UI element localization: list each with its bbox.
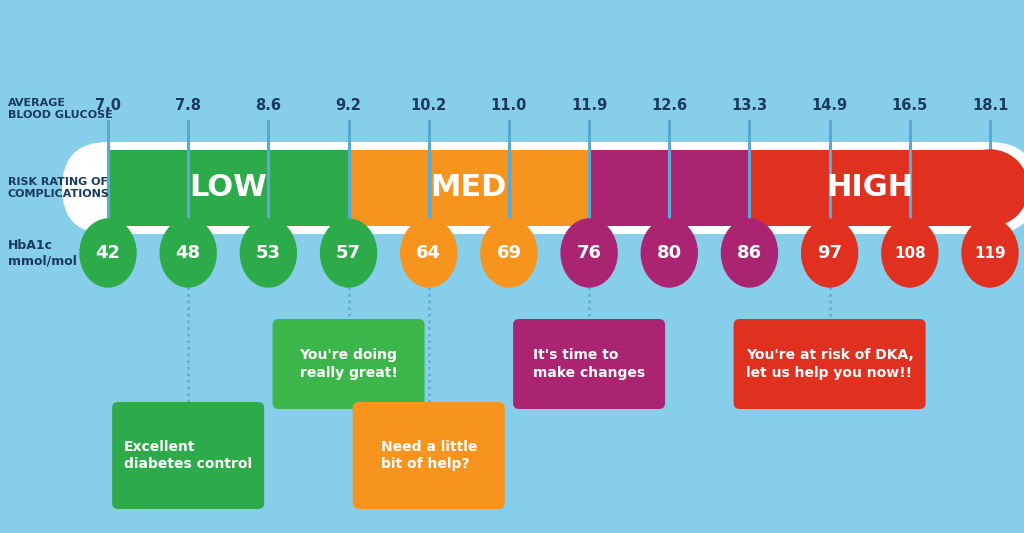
Polygon shape	[340, 320, 357, 403]
Text: 13.3: 13.3	[731, 98, 768, 113]
Text: 76: 76	[577, 244, 601, 262]
FancyBboxPatch shape	[733, 319, 926, 409]
Ellipse shape	[882, 219, 938, 287]
Text: 57: 57	[336, 244, 361, 262]
Text: 16.5: 16.5	[892, 98, 928, 113]
Circle shape	[952, 150, 1024, 226]
Text: 97: 97	[817, 244, 842, 262]
FancyBboxPatch shape	[272, 319, 425, 409]
FancyBboxPatch shape	[589, 150, 750, 226]
Text: AVERAGE
BLOOD GLUCOSE: AVERAGE BLOOD GLUCOSE	[8, 98, 113, 119]
Text: 53: 53	[256, 244, 281, 262]
Text: 18.1: 18.1	[972, 98, 1009, 113]
Ellipse shape	[80, 219, 136, 287]
Ellipse shape	[160, 219, 216, 287]
Text: 9.2: 9.2	[336, 98, 361, 113]
FancyBboxPatch shape	[348, 150, 589, 226]
FancyBboxPatch shape	[750, 150, 990, 226]
Ellipse shape	[400, 219, 457, 287]
Text: You're at risk of DKA,
let us help you now!!: You're at risk of DKA, let us help you n…	[745, 349, 913, 379]
Text: MED: MED	[431, 174, 507, 203]
Polygon shape	[580, 320, 598, 403]
Text: 11.0: 11.0	[490, 98, 527, 113]
Text: 11.9: 11.9	[571, 98, 607, 113]
Text: RISK RATING OF
COMPLICATIONS: RISK RATING OF COMPLICATIONS	[8, 177, 110, 199]
Text: 12.6: 12.6	[651, 98, 687, 113]
Ellipse shape	[481, 219, 537, 287]
Polygon shape	[179, 403, 198, 503]
Text: 69: 69	[497, 244, 521, 262]
Ellipse shape	[962, 219, 1018, 287]
Ellipse shape	[561, 219, 617, 287]
FancyBboxPatch shape	[108, 150, 348, 226]
Text: You're doing
really great!: You're doing really great!	[300, 349, 397, 379]
Text: 14.9: 14.9	[812, 98, 848, 113]
Text: LOW: LOW	[189, 174, 267, 203]
Text: 10.2: 10.2	[411, 98, 446, 113]
FancyBboxPatch shape	[513, 319, 666, 409]
Ellipse shape	[241, 219, 296, 287]
Text: 7.0: 7.0	[95, 98, 121, 113]
Text: 108: 108	[894, 246, 926, 261]
FancyBboxPatch shape	[113, 402, 264, 509]
Text: 8.6: 8.6	[255, 98, 282, 113]
Polygon shape	[420, 403, 437, 503]
Text: 119: 119	[974, 246, 1006, 261]
Ellipse shape	[722, 219, 777, 287]
Ellipse shape	[802, 219, 858, 287]
Text: 86: 86	[737, 244, 762, 262]
Text: It's time to
make changes: It's time to make changes	[534, 349, 645, 379]
Text: Excellent
diabetes control: Excellent diabetes control	[124, 440, 252, 471]
Text: 42: 42	[95, 244, 121, 262]
Text: 7.8: 7.8	[175, 98, 201, 113]
Polygon shape	[820, 320, 839, 403]
Text: HbA1c
mmol/mol: HbA1c mmol/mol	[8, 239, 77, 267]
Text: 80: 80	[656, 244, 682, 262]
Text: Need a little
bit of help?: Need a little bit of help?	[381, 440, 477, 471]
FancyBboxPatch shape	[352, 402, 505, 509]
Text: 48: 48	[176, 244, 201, 262]
Text: 64: 64	[416, 244, 441, 262]
FancyBboxPatch shape	[62, 142, 1024, 234]
Text: HIGH: HIGH	[826, 174, 913, 203]
Ellipse shape	[641, 219, 697, 287]
Ellipse shape	[321, 219, 377, 287]
